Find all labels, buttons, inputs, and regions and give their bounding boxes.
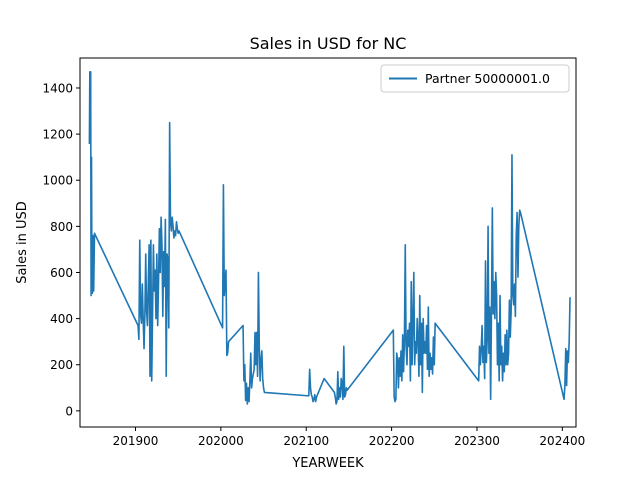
- x-tick-label: 202400: [539, 434, 585, 448]
- legend-label: Partner 50000001.0: [425, 71, 550, 86]
- x-tick-label: 202200: [369, 434, 415, 448]
- x-axis-label: YEARWEEK: [291, 456, 364, 471]
- x-tick-label: 202100: [283, 434, 329, 448]
- y-tick-label: 0: [65, 404, 73, 418]
- series-layer: [88, 71, 571, 405]
- x-axis-ticks: 201900 202000 202100 202200 202300 202400: [113, 427, 585, 448]
- y-tick-label: 600: [50, 266, 73, 280]
- legend-box: [380, 64, 570, 93]
- y-axis-label: Sales in USD: [15, 201, 30, 284]
- y-tick-label: 1400: [42, 81, 73, 95]
- plot-frame: [79, 57, 577, 428]
- legend: Partner 50000001.0: [380, 64, 570, 93]
- y-tick-label: 1000: [42, 174, 73, 188]
- chart-title: Sales in USD for NC: [250, 34, 407, 53]
- y-tick-label: 800: [50, 220, 73, 234]
- x-tick-label: 202300: [454, 434, 500, 448]
- y-tick-label: 1200: [42, 128, 73, 142]
- y-tick-label: 400: [50, 312, 73, 326]
- x-tick-label: 201900: [113, 434, 159, 448]
- y-tick-label: 200: [50, 358, 73, 372]
- y-axis-ticks: 0 200 400 600 800 1000 1200 1400: [42, 81, 80, 418]
- x-tick-label: 202000: [198, 434, 244, 448]
- series-line-0: [88, 71, 571, 405]
